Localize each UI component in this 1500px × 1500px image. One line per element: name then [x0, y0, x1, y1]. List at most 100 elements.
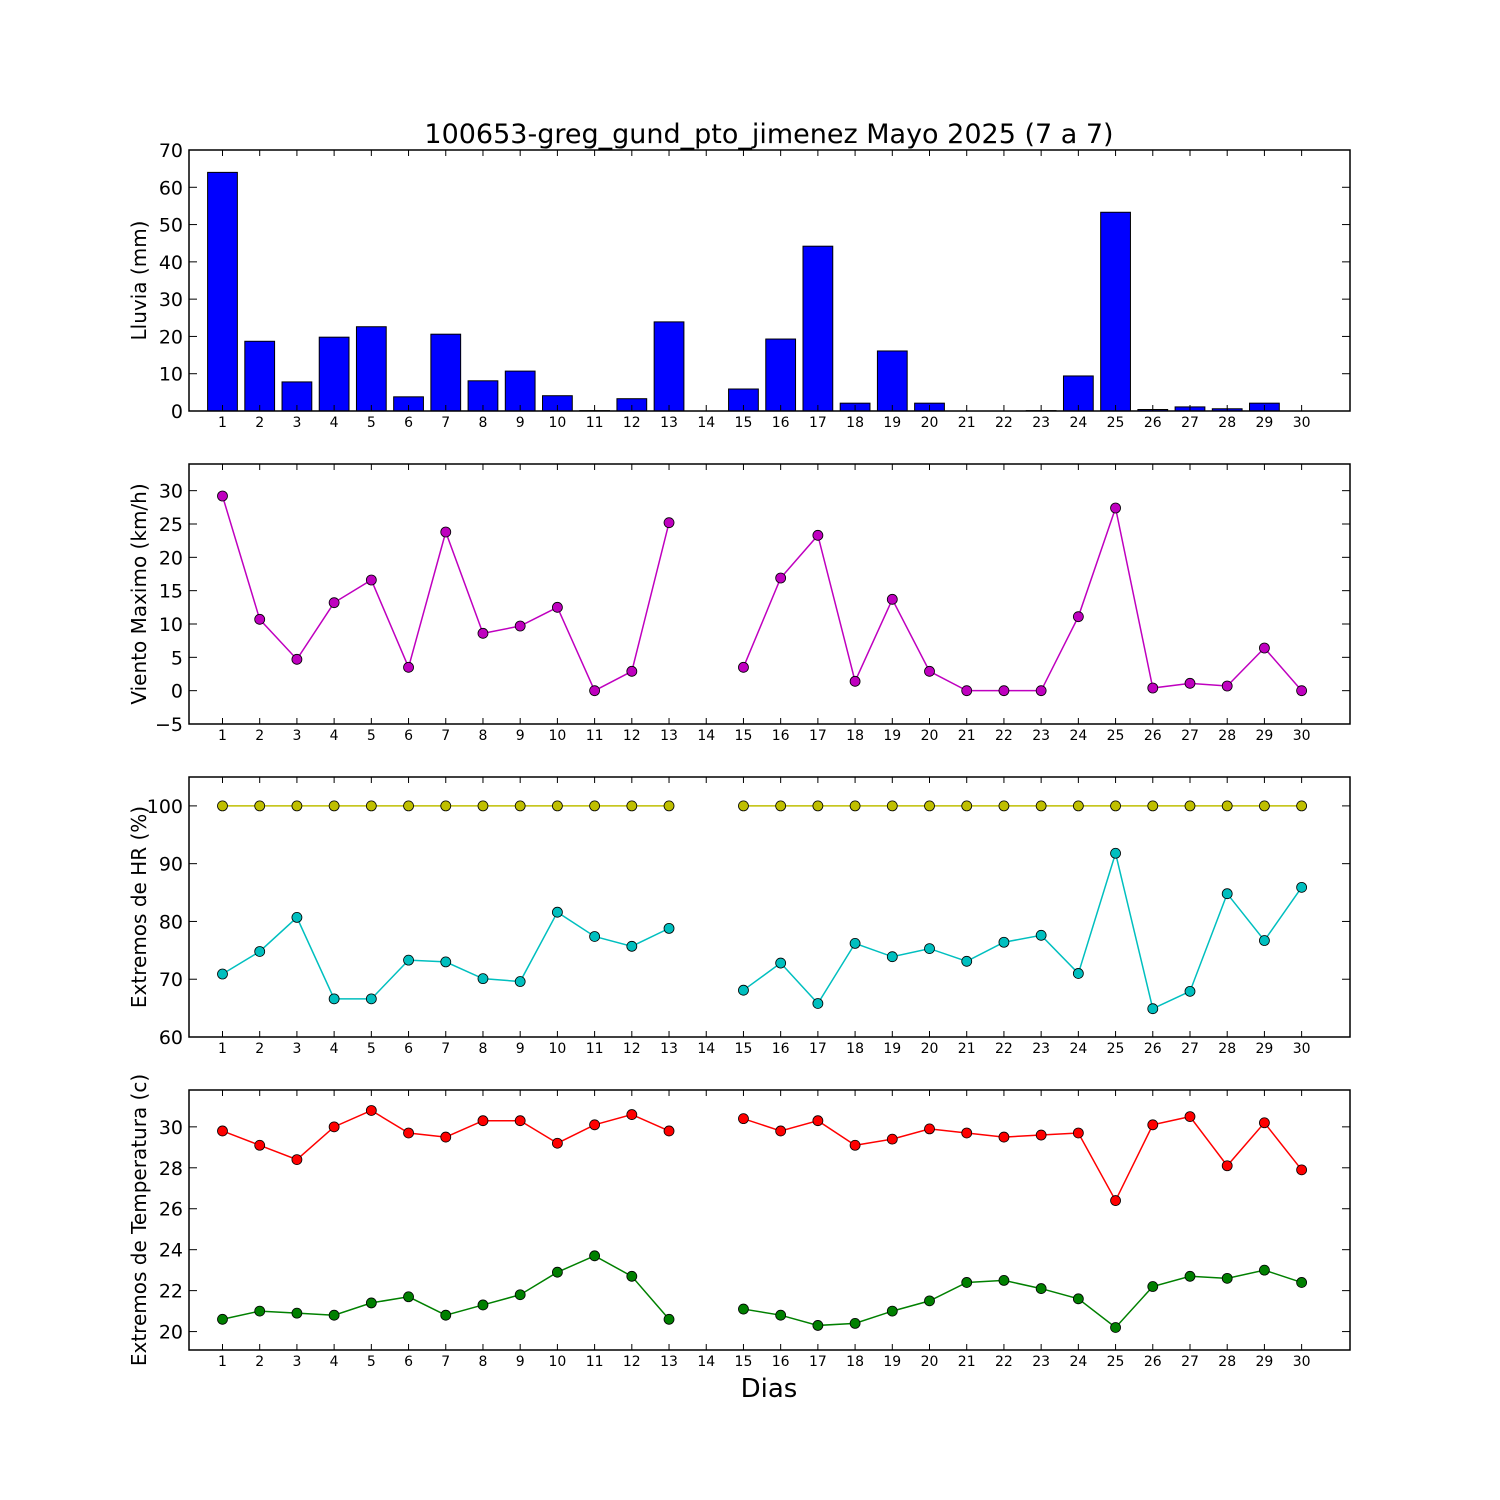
temperature-series-0-point-15: [738, 1113, 749, 1125]
wind-series-0-point-17: [812, 529, 824, 541]
temperature-series-1-point-22: [998, 1274, 1010, 1286]
wind-series-0-point-15: [738, 661, 749, 673]
humidity-xtick-label: 23: [1032, 1041, 1050, 1057]
wind-xtick-label: 18: [846, 728, 864, 744]
wind-xtick-label: 14: [697, 728, 715, 744]
humidity-series-0-point-17: [812, 800, 824, 812]
temperature-series-1-point-8: [477, 1299, 489, 1311]
rain-ytick-label: 40: [159, 252, 183, 274]
temperature-ytick-label: 26: [159, 1199, 183, 1221]
wind-xtick-label: 28: [1218, 728, 1236, 744]
humidity-xtick-label: 24: [1069, 1041, 1087, 1057]
temperature-series-0-point-18: [849, 1139, 861, 1151]
rain-ytick-label: 10: [159, 364, 183, 386]
rain-xtick-label: 24: [1069, 415, 1087, 431]
temperature-xtick-label: 10: [548, 1354, 566, 1370]
wind-ytick-label: 5: [171, 647, 183, 669]
rain-xtick-label: 21: [958, 415, 976, 431]
rain-xtick-label: 16: [772, 415, 790, 431]
temperature-series-0-point-29: [1259, 1117, 1270, 1129]
wind-series-0-line-1: [742, 505, 1303, 692]
temperature-xtick-label: 22: [995, 1354, 1013, 1370]
wind-ytick-label: 30: [159, 481, 183, 503]
temperature-ytick-label: 30: [159, 1117, 183, 1139]
humidity-series-1-point-25: [1110, 847, 1121, 859]
temperature-series-0-line-1: [743, 1115, 1303, 1203]
temperature-xtick-label: 12: [623, 1354, 641, 1370]
wind-xtick-label: 13: [660, 728, 678, 744]
temperature-series-0-point-16: [775, 1125, 787, 1137]
temperature-series-1-point-18: [849, 1317, 861, 1329]
temperature-series-0-point-9: [514, 1115, 526, 1127]
wind-series-0-point-12: [626, 665, 638, 677]
temperature-series-1-point-10: [551, 1266, 563, 1278]
temperature-series-1-point-25: [1110, 1322, 1121, 1333]
wind-series-0-point-30: [1296, 685, 1308, 697]
rain-xtick-label: 10: [548, 415, 566, 431]
humidity-series-0-point-10: [551, 800, 563, 812]
rain-xtick-label: 29: [1255, 415, 1273, 431]
rain-xtick-label: 11: [586, 415, 604, 431]
humidity-series-1-point-5: [365, 993, 377, 1005]
temperature-series-0-point-8: [477, 1115, 489, 1127]
rain-ytick-label: 70: [159, 140, 183, 162]
humidity-xtick-label: 8: [479, 1041, 488, 1057]
temperature-series-0-point-11: [589, 1119, 601, 1131]
rain-xtick-label: 7: [441, 415, 450, 431]
wind-ytick-label: 15: [159, 581, 183, 603]
temperature-series-0-point-25: [1110, 1195, 1121, 1206]
humidity-series-1-point-10: [551, 906, 563, 918]
wind-xtick-label: 20: [921, 728, 939, 744]
humidity-series-1-point-27: [1184, 985, 1196, 997]
rain-xtick-label: 3: [292, 415, 301, 431]
humidity-series-0-point-6: [403, 800, 414, 812]
wind-xtick-label: 26: [1144, 728, 1162, 744]
wind-xtick-label: 23: [1032, 728, 1050, 744]
temperature-series-1-point-28: [1221, 1272, 1233, 1284]
wind-xtick-label: 11: [586, 728, 604, 744]
temperature-series-1-point-12: [626, 1270, 638, 1282]
figure-title: 100653-greg_gund_pto_jimenez Mayo 2025 (…: [424, 119, 1113, 150]
humidity-series-1-point-1: [217, 968, 228, 980]
humidity-axes-frame: [188, 776, 1351, 1038]
rain-xtick-label: 27: [1181, 415, 1199, 431]
temperature-xtick-label: 19: [883, 1354, 901, 1370]
humidity-series-0-point-5: [365, 800, 377, 812]
temperature-series-0-point-2: [254, 1139, 266, 1151]
temperature-series-1-point-7: [440, 1309, 452, 1321]
wind-series-0-point-22: [998, 685, 1010, 697]
wind-series-0-point-29: [1259, 642, 1270, 654]
temperature-xtick-label: 23: [1032, 1354, 1050, 1370]
rain-xtick-label: 17: [809, 415, 827, 431]
humidity-series-1-point-21: [961, 955, 973, 967]
wind-xtick-label: 22: [995, 728, 1013, 744]
humidity-series-0-point-30: [1296, 800, 1308, 812]
wind-series-0-point-28: [1221, 680, 1233, 692]
rain-xtick-label: 20: [921, 415, 939, 431]
humidity-xtick-label: 25: [1107, 1041, 1125, 1057]
wind-series-0-point-3: [291, 653, 303, 665]
temperature-xtick-label: 15: [735, 1354, 753, 1370]
rain-bar-2: [244, 340, 276, 412]
wind-xtick-label: 21: [958, 728, 976, 744]
wind-xtick-label: 30: [1293, 728, 1311, 744]
wind-ytick-label: 0: [171, 681, 183, 703]
temperature-series-0-point-4: [328, 1121, 340, 1133]
humidity-xtick-label: 10: [548, 1041, 566, 1057]
rain-xtick-label: 23: [1032, 415, 1050, 431]
rain-xtick-label: 28: [1218, 415, 1236, 431]
wind-xtick-label: 29: [1255, 728, 1273, 744]
temperature-series-0-point-23: [1035, 1129, 1047, 1141]
temperature-series-1-point-2: [254, 1305, 266, 1317]
humidity-series-1-point-26: [1147, 1003, 1159, 1015]
temperature-series-0-point-10: [551, 1137, 563, 1149]
wind-series-0-point-27: [1184, 677, 1196, 689]
temperature-series-1-point-16: [775, 1309, 787, 1321]
wind-series-0-point-6: [403, 661, 414, 673]
temperature-series-1-point-19: [886, 1305, 898, 1317]
humidity-series-1-point-6: [403, 954, 414, 966]
temperature-series-1-point-30: [1296, 1277, 1308, 1288]
temperature-xtick-label: 3: [292, 1354, 301, 1370]
humidity-ytick-label: 100: [147, 796, 183, 818]
temperature-series-1-point-29: [1259, 1264, 1270, 1276]
